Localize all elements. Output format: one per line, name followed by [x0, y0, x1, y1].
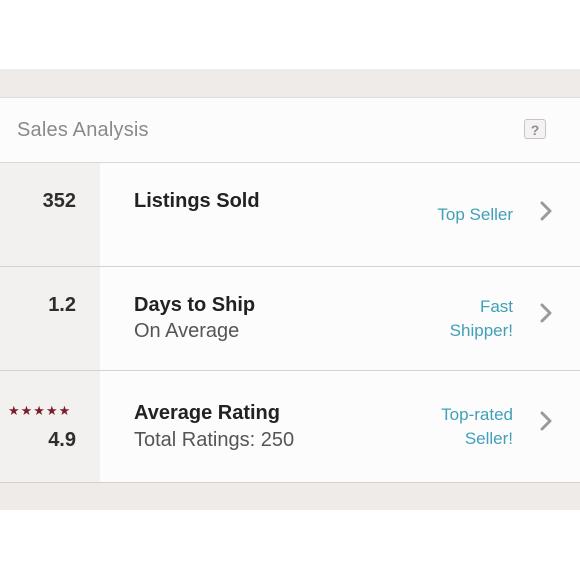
- days-to-ship-value: 1.2: [48, 294, 76, 316]
- chevron-right-icon: [540, 411, 552, 431]
- chevron-right-icon: [540, 303, 552, 323]
- top-band: [0, 69, 580, 97]
- total-ratings-subtitle: Total Ratings: 250: [134, 429, 295, 451]
- top-rated-seller-badge: Top-rated Seller!: [441, 403, 513, 451]
- stat-cell: 352: [0, 163, 100, 266]
- average-rating-row[interactable]: ★★★★★ 4.9 Average Rating Total Ratings: …: [0, 371, 580, 483]
- stat-cell: ★★★★★ 4.9: [0, 371, 100, 482]
- bottom-band: [0, 483, 580, 510]
- days-to-ship-row[interactable]: 1.2 Days to Ship On Average Fast Shipper…: [0, 267, 580, 371]
- fast-shipper-badge: Fast Shipper!: [450, 295, 513, 343]
- listings-sold-title: Listings Sold: [134, 190, 260, 212]
- listings-sold-row[interactable]: 352 Listings Sold Top Seller: [0, 163, 580, 267]
- badge-line: Fast: [479, 297, 513, 316]
- days-to-ship-subtitle: On Average: [134, 320, 240, 342]
- days-to-ship-title: Days to Ship: [134, 294, 256, 316]
- card-title: Sales Analysis: [17, 119, 149, 141]
- listings-sold-value: 352: [42, 190, 76, 212]
- chevron-right-icon: [540, 201, 552, 221]
- star-rating-icon: ★★★★★: [8, 403, 72, 418]
- card-header: Sales Analysis ?: [0, 97, 580, 163]
- badge-line: Top Seller: [437, 205, 513, 224]
- top-seller-badge: Top Seller: [437, 203, 513, 227]
- stat-cell: 1.2: [0, 267, 100, 370]
- help-button[interactable]: ?: [524, 119, 546, 139]
- sales-analysis-card: Sales Analysis ? 352 Listings Sold Top S…: [0, 97, 580, 483]
- badge-line: Seller!: [464, 429, 513, 448]
- badge-line: Top-rated: [441, 405, 513, 424]
- average-rating-value: 4.9: [48, 429, 76, 451]
- badge-line: Shipper!: [449, 321, 513, 340]
- average-rating-title: Average Rating: [134, 402, 280, 424]
